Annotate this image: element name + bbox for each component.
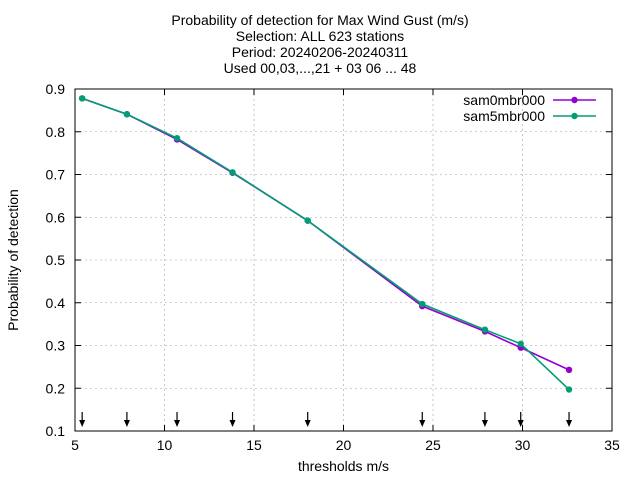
threshold-arrow-head	[566, 420, 573, 427]
data-point	[229, 169, 236, 176]
x-tick-label: 30	[515, 437, 531, 453]
x-tick-label: 15	[246, 437, 262, 453]
grid-lines	[75, 89, 612, 431]
x-tick-label: 10	[157, 437, 173, 453]
y-tick-label: 0.5	[46, 252, 66, 268]
legend-marker	[571, 96, 578, 104]
chart-title-line-3: Period: 20240206-20240311	[231, 44, 409, 60]
y-tick-label: 0.8	[46, 124, 66, 140]
threshold-arrow-head	[304, 420, 311, 427]
threshold-arrow	[229, 412, 236, 427]
x-axis-label: thresholds m/s	[298, 458, 389, 474]
legend-marker	[571, 112, 578, 120]
axis-ticks: 5 10 15 20 25 30 35 0.1 0.2 0.3 0.4 0.5 0.6 0.7 0.8 0.9	[46, 81, 620, 453]
threshold-arrow-head	[419, 420, 426, 427]
threshold-arrow	[174, 412, 181, 427]
y-tick-label: 0.7	[46, 167, 66, 183]
x-tick-label: 35	[604, 437, 620, 453]
legend-label: sam5mbr000	[463, 108, 545, 124]
data-point	[78, 95, 86, 102]
threshold-arrow-head	[481, 420, 488, 427]
threshold-arrow	[566, 412, 573, 427]
series-layer	[78, 95, 573, 393]
y-tick-label: 0.3	[46, 338, 66, 354]
y-axis-label: Probability of detection	[5, 189, 21, 331]
threshold-arrow-head	[174, 420, 181, 427]
data-point	[123, 111, 131, 118]
data-point	[565, 386, 573, 393]
data-point	[173, 134, 181, 142]
data-point	[304, 217, 311, 224]
threshold-arrow	[304, 412, 311, 427]
y-tick-label: 0.4	[46, 295, 66, 311]
series-sam5mbr000	[78, 95, 573, 393]
x-tick-label: 25	[425, 437, 441, 453]
threshold-arrow	[481, 412, 488, 427]
x-tick-label: 5	[71, 437, 79, 453]
chart-title-line-2: Selection: ALL 623 stations	[235, 28, 405, 44]
threshold-arrow	[517, 412, 524, 427]
data-point	[419, 300, 426, 308]
threshold-arrows	[79, 412, 573, 427]
chart-title-line-1: Probability of detection for Max Wind Gu…	[171, 12, 469, 28]
y-tick-label: 0.9	[46, 81, 66, 97]
threshold-arrow-head	[79, 420, 86, 427]
threshold-arrow-head	[517, 420, 524, 427]
threshold-arrow	[419, 412, 426, 427]
x-tick-label: 20	[336, 437, 352, 453]
y-tick-label: 0.2	[46, 380, 66, 396]
threshold-arrow-head	[123, 420, 130, 427]
legend-label: sam0mbr000	[463, 92, 545, 108]
threshold-arrow-head	[229, 420, 236, 427]
data-point	[565, 366, 573, 374]
data-point	[481, 326, 489, 333]
y-tick-label: 0.6	[46, 209, 66, 225]
chart-title-line-4: Used 00,03,...,21 + 03 06 ... 48	[223, 60, 417, 76]
threshold-arrow	[123, 412, 130, 427]
series-line	[81, 97, 570, 391]
data-point	[517, 340, 524, 347]
y-tick-label: 0.1	[46, 423, 66, 439]
threshold-arrow	[79, 412, 86, 427]
